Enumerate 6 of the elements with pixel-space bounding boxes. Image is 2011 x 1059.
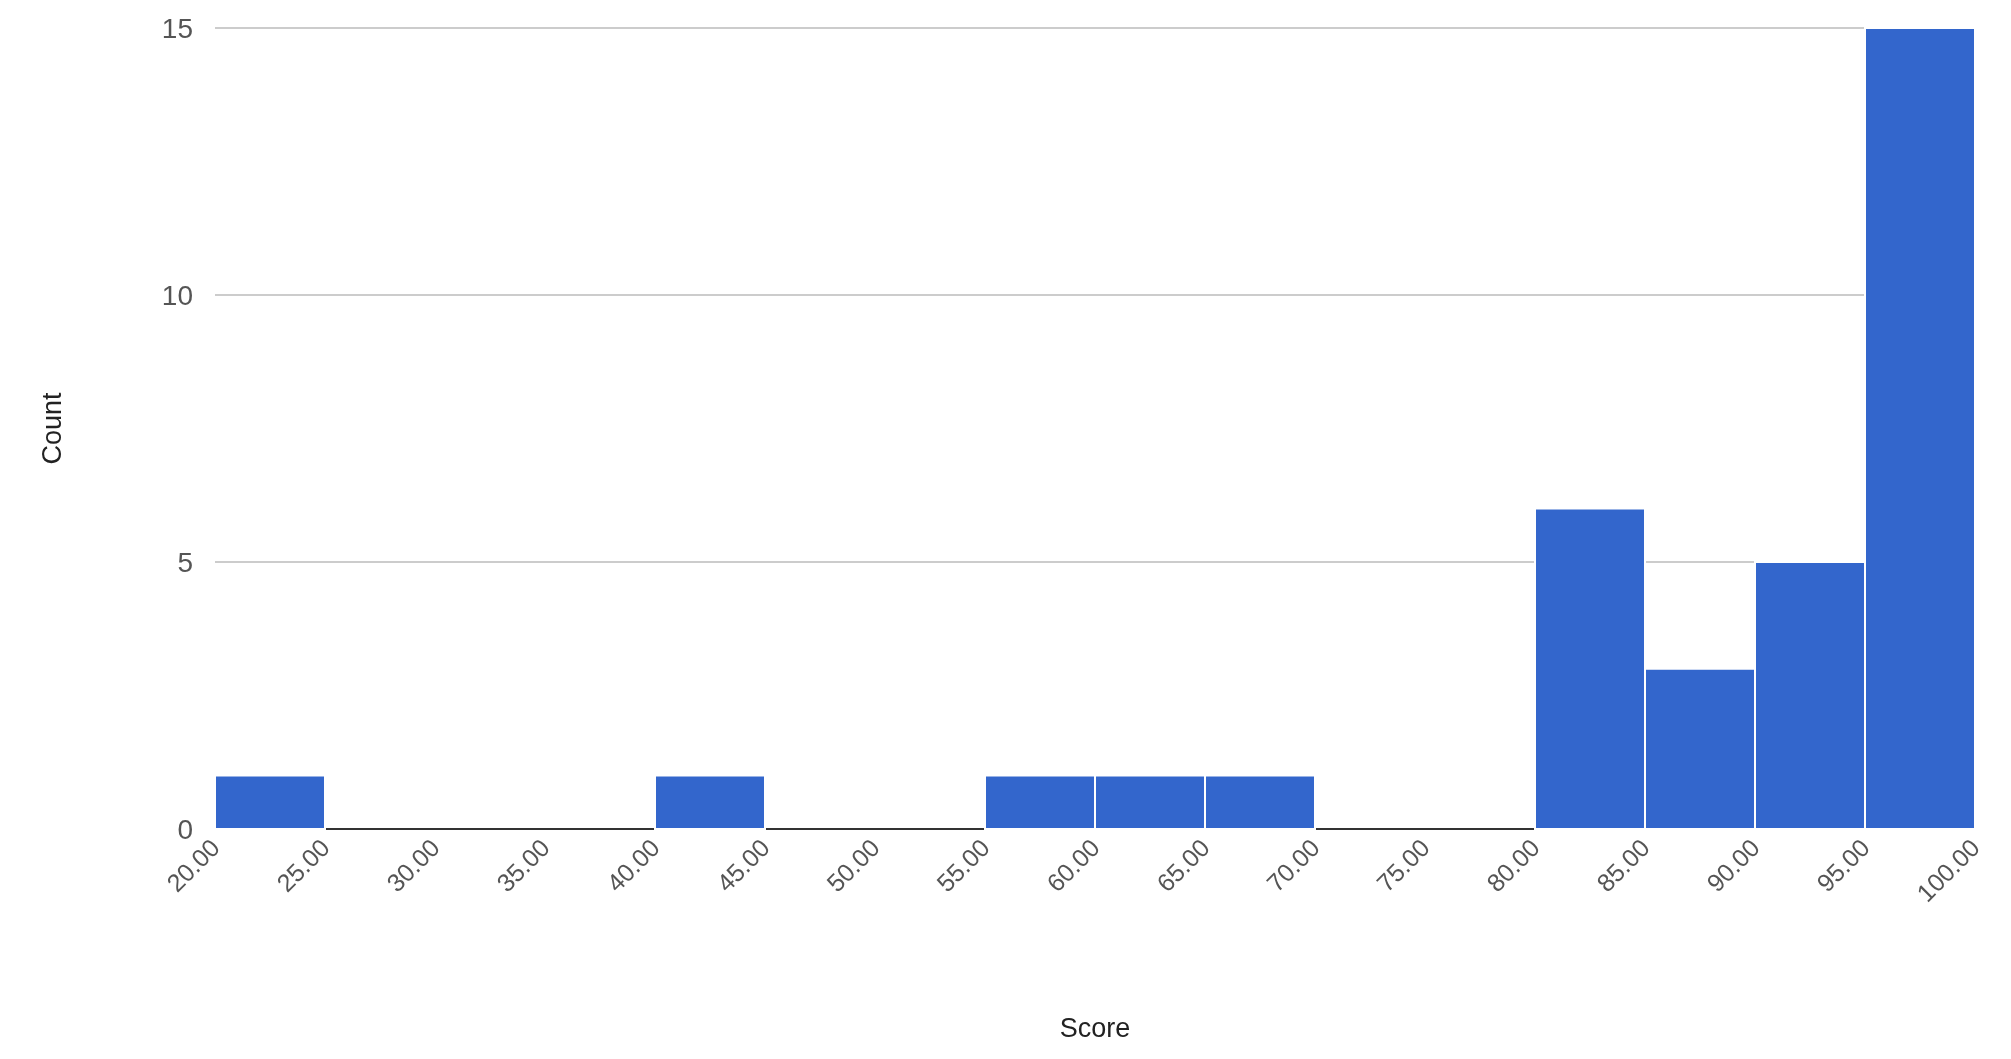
x-axis-title: Score	[1059, 1012, 1131, 1043]
y-tick-label: 10	[161, 279, 193, 311]
y-axis-title: Count	[36, 391, 67, 465]
y-tick-label: 15	[161, 12, 193, 44]
y-tick-label: 0	[177, 813, 193, 845]
y-tick-label: 5	[177, 546, 193, 578]
